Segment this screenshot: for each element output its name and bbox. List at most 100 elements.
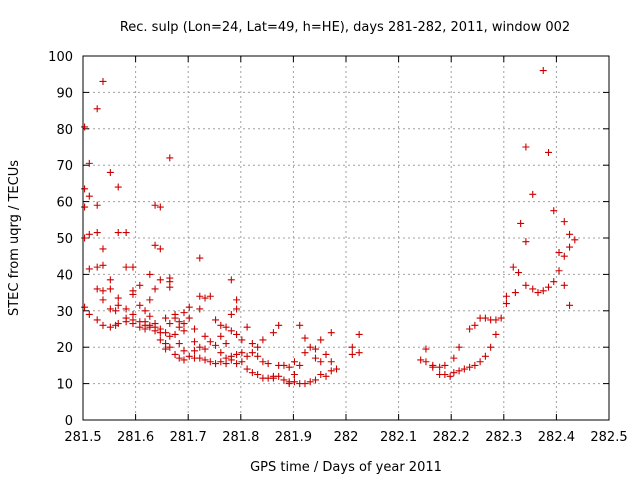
data-point bbox=[227, 276, 235, 284]
data-point bbox=[212, 316, 220, 324]
data-point bbox=[99, 296, 107, 304]
data-point bbox=[112, 307, 120, 315]
data-point bbox=[114, 320, 122, 328]
data-point bbox=[275, 321, 283, 329]
data-point bbox=[201, 294, 209, 302]
data-point bbox=[175, 323, 183, 331]
data-point bbox=[243, 323, 251, 331]
data-point bbox=[471, 361, 479, 369]
data-point bbox=[222, 323, 230, 331]
data-point bbox=[560, 281, 568, 289]
data-point bbox=[106, 276, 114, 284]
data-point bbox=[327, 358, 335, 366]
data-point bbox=[417, 356, 425, 364]
x-tick-label: 281.7 bbox=[170, 430, 207, 445]
data-point bbox=[509, 263, 517, 271]
data-point bbox=[539, 287, 547, 295]
data-point bbox=[301, 349, 309, 357]
data-point bbox=[233, 350, 241, 358]
data-point bbox=[85, 192, 93, 200]
data-point bbox=[93, 229, 101, 237]
data-point bbox=[264, 360, 272, 368]
data-point bbox=[492, 330, 500, 338]
data-point bbox=[206, 358, 214, 366]
data-point bbox=[217, 349, 225, 357]
data-point bbox=[301, 380, 309, 388]
data-point bbox=[348, 350, 356, 358]
data-point bbox=[166, 154, 174, 162]
data-point bbox=[317, 371, 325, 378]
data-point bbox=[322, 372, 330, 380]
data-point bbox=[162, 329, 170, 337]
data-point bbox=[81, 203, 89, 211]
y-tick-label: 40 bbox=[56, 268, 73, 283]
data-point bbox=[122, 318, 130, 326]
x-tick-label: 281.8 bbox=[222, 430, 259, 445]
y-tick-label: 60 bbox=[56, 196, 73, 211]
x-tick-label: 281.9 bbox=[275, 430, 312, 445]
data-points bbox=[81, 67, 579, 388]
y-tick-label: 80 bbox=[56, 123, 73, 138]
data-point bbox=[93, 263, 101, 271]
data-point bbox=[422, 345, 430, 353]
data-point bbox=[529, 190, 537, 198]
axis-ticks: 281.5 281.6 281.7 281.8 281.9 282 282.1 282.2 28… bbox=[48, 50, 627, 445]
data-point bbox=[243, 365, 251, 373]
data-point bbox=[327, 329, 335, 337]
data-point bbox=[254, 371, 262, 378]
data-point bbox=[515, 269, 523, 277]
data-point bbox=[129, 290, 137, 298]
data-point bbox=[311, 354, 319, 362]
data-point bbox=[81, 123, 89, 131]
data-point bbox=[175, 354, 183, 362]
data-point bbox=[560, 218, 568, 226]
y-tick-label: 10 bbox=[56, 378, 73, 393]
data-point bbox=[191, 347, 199, 355]
data-point bbox=[185, 303, 193, 311]
data-point bbox=[539, 67, 547, 75]
data-point bbox=[285, 363, 293, 371]
data-point bbox=[571, 236, 579, 244]
x-tick-label: 282.2 bbox=[433, 430, 470, 445]
data-point bbox=[248, 369, 256, 377]
y-tick-label: 100 bbox=[48, 50, 73, 65]
data-point bbox=[136, 281, 144, 289]
x-tick-label: 282 bbox=[334, 430, 359, 445]
x-tick-label: 282.3 bbox=[485, 430, 522, 445]
data-point bbox=[522, 238, 530, 246]
data-point bbox=[306, 378, 314, 386]
data-point bbox=[162, 314, 170, 322]
data-point bbox=[151, 327, 159, 335]
data-point bbox=[280, 376, 288, 384]
data-point bbox=[106, 323, 114, 331]
data-point bbox=[166, 343, 174, 351]
data-point bbox=[122, 229, 130, 237]
x-tick-label: 282.4 bbox=[538, 430, 575, 445]
data-point bbox=[81, 303, 89, 311]
data-point bbox=[481, 314, 489, 322]
data-point bbox=[296, 321, 304, 329]
data-point bbox=[81, 234, 89, 242]
data-point bbox=[146, 312, 154, 320]
data-point bbox=[441, 371, 449, 378]
data-point bbox=[422, 358, 430, 366]
data-point bbox=[180, 309, 188, 317]
data-point bbox=[233, 305, 241, 313]
data-point bbox=[129, 263, 137, 271]
data-point bbox=[151, 285, 159, 293]
grid bbox=[83, 56, 609, 420]
data-point bbox=[185, 314, 193, 322]
data-point bbox=[238, 358, 246, 366]
data-point bbox=[175, 340, 183, 348]
y-tick-label: 90 bbox=[56, 86, 73, 101]
data-point bbox=[555, 249, 563, 257]
data-point bbox=[146, 270, 154, 278]
data-point bbox=[141, 307, 149, 315]
data-point bbox=[227, 327, 235, 335]
data-point bbox=[93, 105, 101, 113]
data-point bbox=[81, 185, 89, 193]
data-point bbox=[99, 321, 107, 329]
data-point bbox=[185, 352, 193, 360]
data-point bbox=[122, 263, 130, 271]
data-point bbox=[196, 354, 204, 362]
